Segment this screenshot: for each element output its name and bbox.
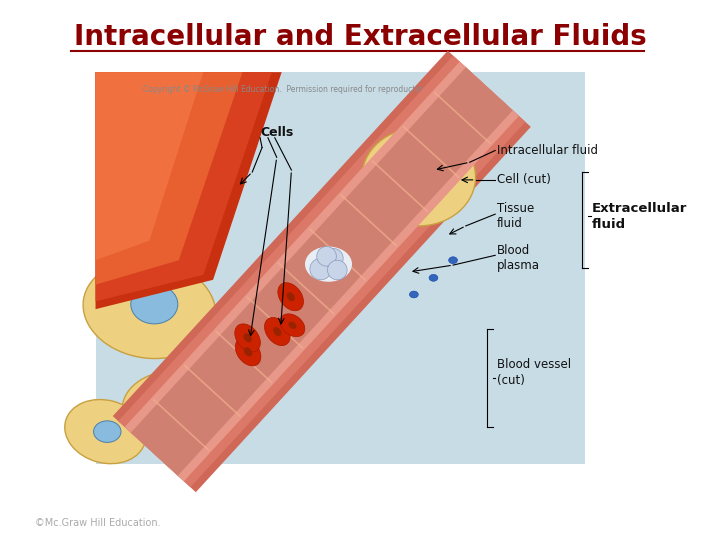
Polygon shape (113, 51, 531, 492)
Polygon shape (125, 62, 519, 481)
Ellipse shape (235, 324, 261, 352)
Ellipse shape (362, 128, 476, 226)
Ellipse shape (65, 400, 146, 464)
Ellipse shape (122, 371, 235, 453)
Ellipse shape (323, 248, 343, 268)
Polygon shape (131, 68, 513, 476)
Text: Intracellular and Extracellular Fluids: Intracellular and Extracellular Fluids (73, 23, 647, 51)
Ellipse shape (83, 260, 216, 359)
Text: Copyright © McGraw Hill Education.  Permission required for reproduction or disp: Copyright © McGraw Hill Education. Permi… (143, 85, 469, 94)
Ellipse shape (305, 247, 352, 282)
Ellipse shape (131, 285, 178, 324)
Text: Blood vessel
(cut): Blood vessel (cut) (497, 359, 571, 387)
Ellipse shape (328, 260, 347, 280)
Ellipse shape (244, 347, 252, 356)
Ellipse shape (280, 314, 305, 336)
Text: Tissue
fluid: Tissue fluid (497, 202, 534, 230)
Polygon shape (96, 72, 282, 309)
Text: Extracellular
fluid: Extracellular fluid (592, 201, 688, 231)
Ellipse shape (310, 258, 331, 280)
Ellipse shape (289, 321, 297, 329)
Ellipse shape (278, 282, 303, 311)
Bar (96, 72, 585, 464)
Text: Blood
plasma: Blood plasma (497, 244, 540, 272)
Ellipse shape (317, 247, 336, 266)
Polygon shape (118, 56, 526, 487)
Text: Intracellular fluid: Intracellular fluid (497, 144, 598, 157)
Ellipse shape (410, 291, 418, 298)
Ellipse shape (243, 333, 252, 342)
Ellipse shape (264, 318, 290, 346)
Ellipse shape (235, 338, 261, 366)
Polygon shape (96, 72, 272, 301)
Ellipse shape (273, 327, 282, 336)
Text: ©Mc.Graw Hill Education.: ©Mc.Graw Hill Education. (35, 518, 161, 528)
Ellipse shape (387, 156, 441, 202)
Polygon shape (96, 72, 243, 285)
Ellipse shape (287, 292, 294, 301)
Polygon shape (96, 72, 203, 260)
Ellipse shape (163, 397, 202, 427)
Ellipse shape (429, 274, 438, 281)
Ellipse shape (94, 421, 121, 442)
Ellipse shape (449, 257, 457, 264)
Text: Cells: Cells (260, 126, 293, 139)
Text: Cell (cut): Cell (cut) (497, 173, 551, 186)
